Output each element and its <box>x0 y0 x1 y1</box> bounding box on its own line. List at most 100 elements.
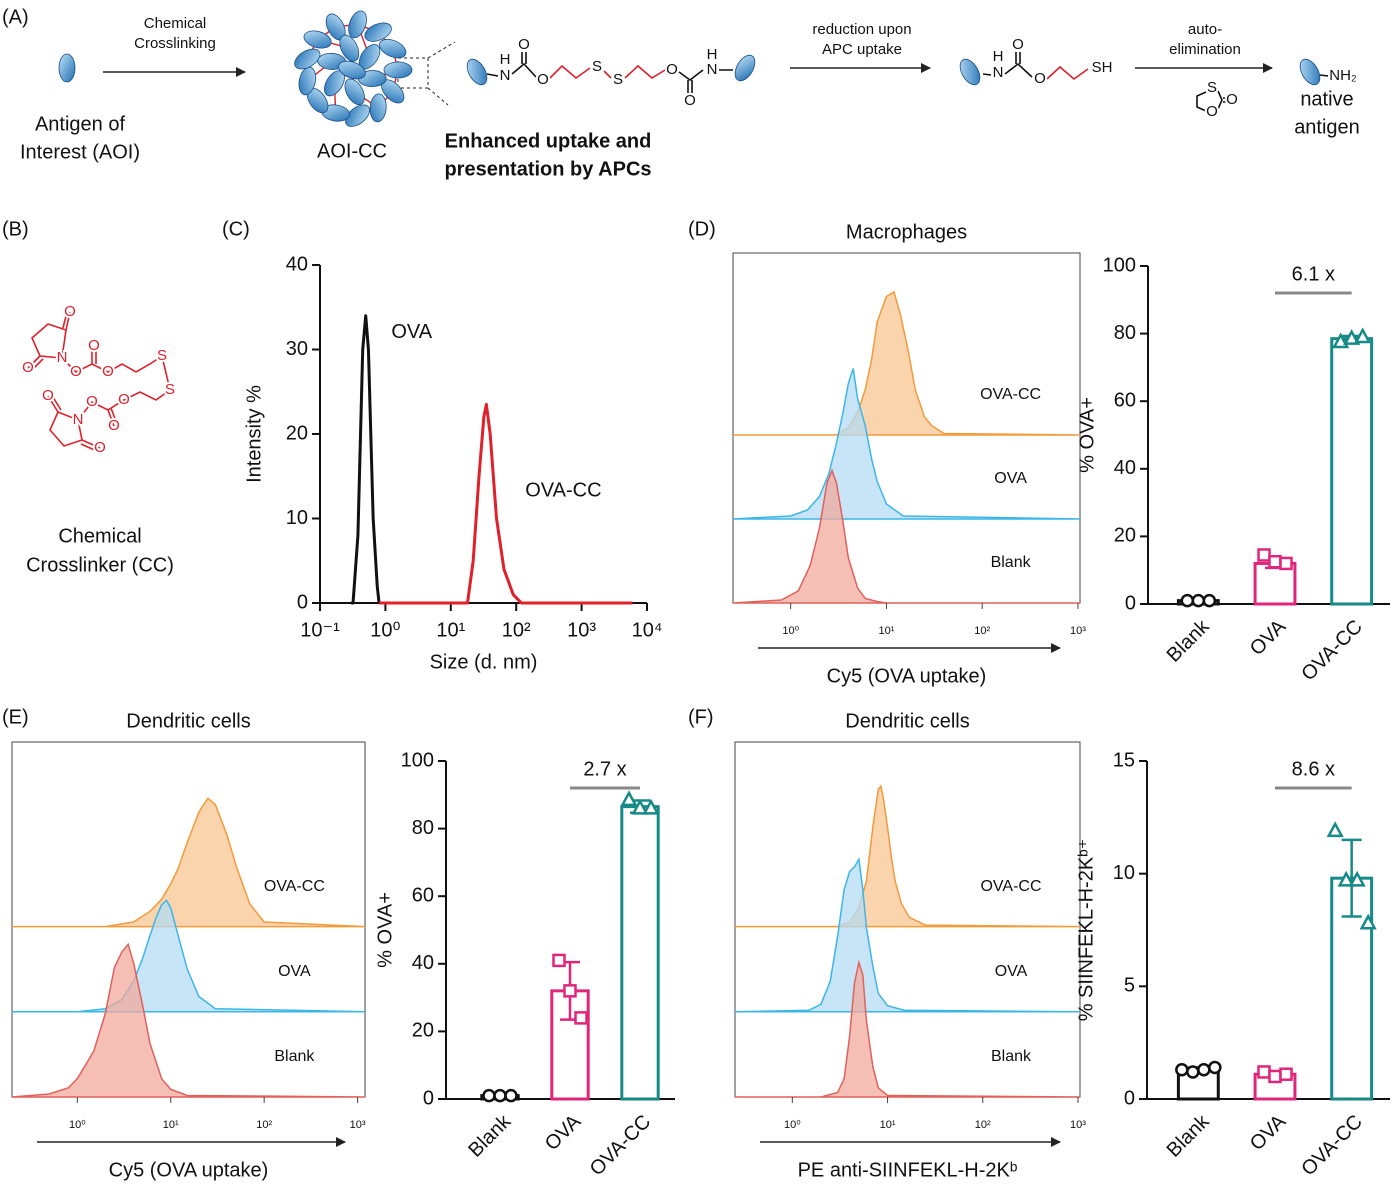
y-tick-label: 10 <box>286 507 308 529</box>
data-point <box>1202 593 1217 608</box>
antigen-cluster-unit <box>294 48 321 70</box>
data-point <box>1180 593 1195 608</box>
x-tick-label: OVA <box>541 1110 586 1155</box>
atom-label: H <box>993 48 1004 65</box>
chart-title: Macrophages <box>846 221 967 243</box>
atom-label: O <box>684 92 696 109</box>
x-tick-label: 10³ <box>1070 625 1086 637</box>
x-tick-label: 10⁴ <box>632 619 663 641</box>
x-tick-label: 10² <box>975 1119 991 1131</box>
x-axis-label: Cy5 (OVA uptake) <box>109 1159 269 1181</box>
antigen-cluster-unit <box>298 66 317 96</box>
x-tick-label: 10¹ <box>163 1119 179 1131</box>
x-tick-label: 10¹ <box>878 625 894 637</box>
x-tick-label: 10³ <box>567 619 596 641</box>
atom-label: O <box>1206 103 1218 120</box>
data-point <box>1175 1062 1189 1077</box>
panel-label: (B) <box>2 218 29 240</box>
atom-label: O <box>102 363 114 380</box>
atom-label: O <box>666 61 678 78</box>
data-point <box>1257 1065 1271 1079</box>
data-point <box>1268 555 1282 569</box>
data-point <box>1343 329 1361 345</box>
panel-label: (C) <box>222 218 250 240</box>
data-point <box>574 1011 588 1025</box>
x-axis-label: PE anti-SIINFEKL-H-2Kᵇ <box>798 1159 1018 1181</box>
panel-label: (F) <box>688 706 714 728</box>
data-point <box>1197 1062 1211 1077</box>
data-point <box>1257 548 1271 562</box>
error-bar <box>1341 838 1362 918</box>
y-tick-label: 0 <box>1125 592 1136 614</box>
scheme: Chemical Crosslinking Antigen of Interes… <box>20 15 1360 576</box>
data-point <box>1279 556 1293 571</box>
caption: presentation by APCs <box>444 158 651 180</box>
antigen-cluster-unit <box>364 22 392 42</box>
y-tick-label: 0 <box>297 591 308 613</box>
bond <box>549 64 666 80</box>
x-tick-label: OVA-CC <box>1297 1111 1367 1181</box>
data-point <box>493 1088 507 1103</box>
series-line <box>379 402 633 605</box>
x-tick-label: 10¹ <box>436 619 465 641</box>
atom-label: O <box>518 36 530 53</box>
antigen-cluster-unit <box>379 38 407 59</box>
series-label: Blank <box>991 554 1032 571</box>
y-tick-label: 20 <box>412 1020 434 1042</box>
atom-label: N <box>57 349 68 366</box>
y-tick-label: 40 <box>1114 457 1136 479</box>
data-point <box>1186 1065 1200 1079</box>
arrow-label: Crosslinking <box>134 35 216 52</box>
x-tick-label: OVA <box>1246 615 1291 660</box>
y-tick-label: 0 <box>423 1087 434 1109</box>
atom-label: O <box>70 363 82 380</box>
atom-label: S <box>1207 79 1217 96</box>
arrow-label: auto- <box>1188 21 1222 38</box>
caption: Enhanced uptake and <box>445 130 652 152</box>
antigen-cluster-unit <box>345 104 370 127</box>
atom-label: H <box>707 46 718 63</box>
atom-label: H <box>500 51 511 68</box>
antigen <box>959 58 981 86</box>
caption: Chemical <box>58 525 141 547</box>
atom-label: O <box>118 391 130 408</box>
atom-label: O <box>1034 70 1046 87</box>
crosslinker-structure <box>27 311 171 453</box>
density-curve <box>733 290 1081 436</box>
atom-label: S <box>592 58 602 75</box>
y-tick-label: 60 <box>1114 389 1136 411</box>
y-tick-label: 20 <box>1114 525 1136 547</box>
atom-label: NH₂ <box>1329 67 1357 84</box>
data-point <box>1279 1067 1293 1081</box>
antigen-cluster-unit <box>344 78 365 106</box>
chart-title: Dendritic cells <box>845 710 969 732</box>
data-point <box>1359 913 1377 930</box>
caption: Crosslinker (CC) <box>26 554 174 576</box>
series-label: OVA <box>278 963 311 980</box>
x-tick-label: OVA-CC <box>586 1111 656 1181</box>
series-label: OVA-CC <box>980 386 1041 403</box>
y-tick-label: 80 <box>412 817 434 839</box>
annotation: 2.7 x <box>583 758 626 780</box>
data-point <box>1348 870 1366 887</box>
data-point <box>504 1088 518 1103</box>
antigen-cluster-unit <box>303 30 332 49</box>
data-point <box>482 1088 496 1103</box>
x-tick-label: 10² <box>974 625 990 637</box>
atom-label: O <box>64 303 76 320</box>
panel-label: (D) <box>688 218 716 240</box>
caption: Antigen of <box>35 113 126 135</box>
arrow-label: APC uptake <box>822 41 902 58</box>
zoom-lines <box>427 41 456 106</box>
y-tick-label: 60 <box>412 884 434 906</box>
chart-title: Dendritic cells <box>126 710 250 732</box>
data-point <box>631 798 649 815</box>
series-line <box>351 314 381 605</box>
data-point <box>1208 1060 1222 1075</box>
data-point <box>620 790 638 807</box>
y-tick-label: 0 <box>1124 1087 1135 1109</box>
x-tick-label: 10⁰ <box>782 625 799 637</box>
atom-label: S <box>613 71 623 88</box>
atom-label: O <box>1012 36 1024 53</box>
bond <box>1046 65 1089 81</box>
